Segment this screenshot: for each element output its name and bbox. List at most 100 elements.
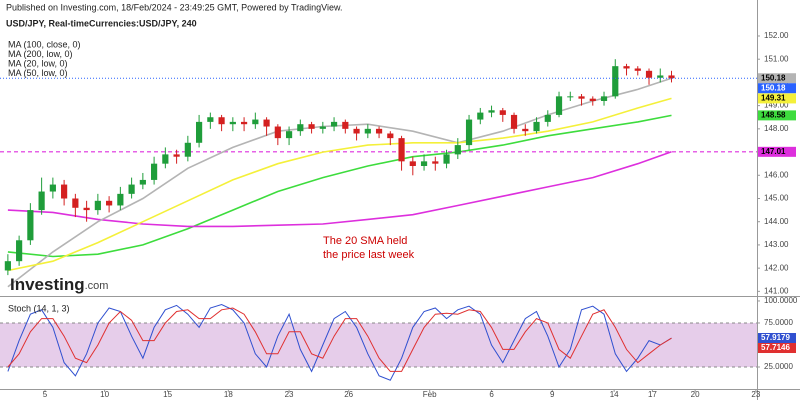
candle-body	[578, 96, 585, 99]
stoch-pane	[0, 303, 757, 381]
candle-body	[308, 124, 315, 129]
ma-line	[7, 114, 672, 258]
stoch-title: Stoch (14, 1, 3)	[8, 303, 70, 313]
candle-body	[364, 128, 371, 134]
logo-suffix: .com	[85, 280, 109, 292]
value-box	[758, 146, 796, 157]
x-tick-label: 6	[489, 390, 494, 399]
chart-title: USD/JPY, Real-timeCurrencies:USD/JPY, 24…	[6, 18, 197, 28]
candle-body	[4, 261, 11, 271]
value-box-label: 57.9179	[761, 333, 790, 342]
price-pane: MA (100, close, 0)MA (200, low, 0)MA (20…	[0, 39, 757, 288]
y-tick-label: 146.00	[764, 170, 789, 179]
candle-body	[162, 154, 169, 164]
candle-body	[634, 68, 641, 71]
logo: Investing.com	[10, 275, 108, 294]
stoch-line	[7, 303, 672, 381]
candle-body	[488, 110, 495, 113]
x-tick-label: 23	[751, 390, 760, 399]
candle-body	[139, 179, 146, 185]
value-box-label: 57.7146	[761, 343, 790, 352]
y-tick-label: 142.00	[764, 263, 789, 272]
value-box-label: 150.18	[761, 73, 786, 82]
source-note: Published on Investing.com, 18/Feb/2024 …	[6, 2, 343, 12]
annotation: the price last week	[323, 249, 415, 261]
candle-body	[72, 198, 79, 208]
candle-body	[319, 126, 326, 129]
y-tick-label: 25.0000	[764, 362, 793, 371]
candle-body	[94, 200, 101, 211]
ma-line	[7, 151, 672, 228]
x-tick-label: 17	[648, 390, 657, 399]
y-tick-label: 145.00	[764, 194, 789, 203]
candle-body	[454, 145, 461, 155]
value-box-label: 148.58	[761, 110, 786, 119]
y-tick-label: 151.00	[764, 54, 789, 63]
candle-body	[600, 96, 608, 101]
candle-body	[499, 110, 506, 115]
legend-entry: MA (200, low, 0)	[8, 49, 73, 59]
value-box-label: 150.18	[761, 83, 786, 92]
y-tick-label: 148.00	[764, 124, 789, 133]
annotation: The 20 SMA held	[323, 235, 407, 247]
y-tick-label: 75.0000	[764, 318, 793, 327]
candle-body	[533, 121, 540, 132]
logo-main: Investing	[10, 275, 85, 294]
candle-body	[510, 114, 518, 129]
candle-body	[409, 161, 416, 166]
candle-body	[477, 112, 484, 120]
candle-body	[589, 98, 596, 101]
candle-body	[240, 121, 248, 125]
candle-body	[657, 75, 664, 78]
x-tick-label: 20	[691, 390, 700, 399]
candle-body	[567, 96, 574, 98]
candle-body	[353, 128, 360, 134]
candle-body	[342, 121, 349, 129]
ma-line	[7, 97, 672, 272]
value-box-label: 149.31	[761, 94, 786, 103]
legend-entry: MA (50, low, 0)	[8, 68, 68, 78]
x-tick-label: 18	[224, 390, 233, 399]
x-tick-label: 10	[100, 390, 109, 399]
candle-body	[522, 128, 529, 132]
y-tick-label: 152.00	[764, 31, 789, 40]
value-box	[758, 83, 796, 94]
value-box	[758, 110, 796, 121]
legend-entry: MA (20, low, 0)	[8, 58, 68, 68]
candle-body	[555, 96, 563, 115]
candle-body	[285, 131, 293, 139]
candle-body	[195, 121, 203, 143]
candle-body	[38, 191, 45, 211]
candle-body	[83, 207, 90, 211]
candle-body	[128, 184, 135, 194]
candle-body	[16, 240, 23, 262]
candle-body	[465, 119, 473, 146]
candle-body	[252, 119, 259, 125]
candle-body	[375, 128, 383, 134]
candle-body	[229, 121, 236, 125]
candle-body	[297, 124, 304, 132]
candle-body	[274, 126, 281, 139]
candle-body	[668, 75, 675, 79]
candle-body	[398, 138, 405, 162]
candle-body	[117, 193, 124, 206]
stoch-band	[0, 322, 757, 367]
candle-body	[612, 66, 619, 97]
candle-body	[432, 161, 439, 164]
candle-body	[544, 114, 551, 122]
x-tick-label: 5	[43, 390, 48, 399]
candle-body	[623, 66, 630, 69]
y-tick-label: 144.00	[764, 217, 789, 226]
y-tick-label: 149.00	[764, 101, 789, 110]
candle-body	[330, 121, 338, 127]
value-box-label: 147.01	[761, 147, 786, 156]
candle-body	[387, 133, 394, 139]
candle-body	[207, 117, 214, 122]
y-tick-label: 100.0000	[764, 296, 798, 305]
stoch-line	[7, 307, 672, 372]
candle-body	[106, 200, 113, 206]
x-tick-label: 9	[550, 390, 555, 399]
y-tick-label: 143.00	[764, 240, 789, 249]
value-box	[758, 333, 796, 344]
